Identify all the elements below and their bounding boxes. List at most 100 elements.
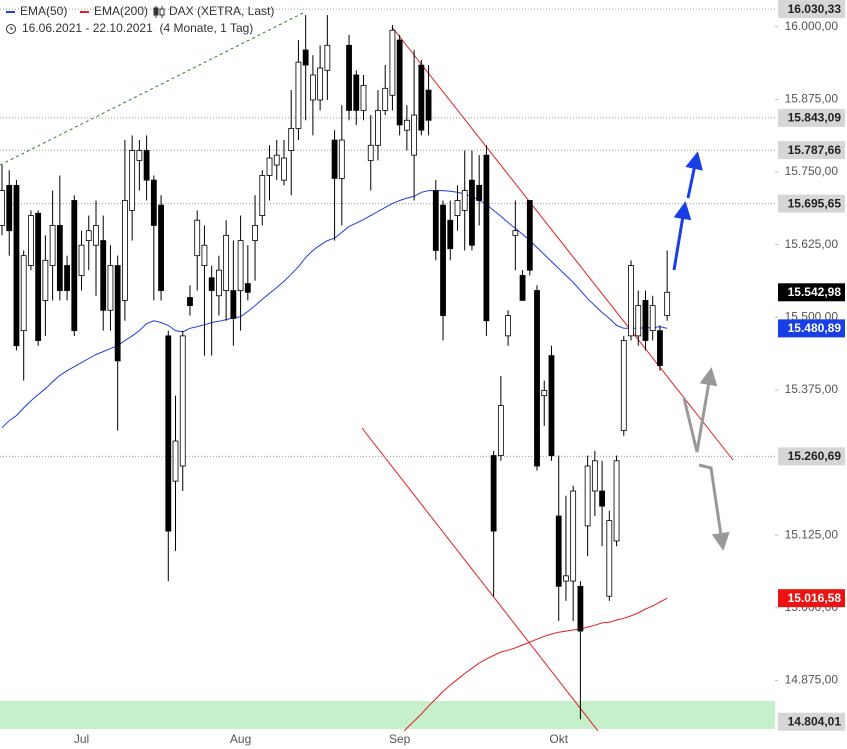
candle-body (35, 212, 42, 341)
trend-line (391, 26, 734, 461)
candle-body (295, 61, 302, 129)
candle-body (93, 225, 99, 246)
clock-hands (10, 26, 13, 30)
candle-body (309, 74, 316, 101)
candle-body (64, 265, 70, 291)
candle-body (49, 225, 56, 266)
candle-body (288, 128, 295, 151)
x-tick-label: Okt (549, 732, 568, 746)
legend-label: EMA(50) (20, 4, 67, 18)
candle-body (476, 184, 483, 201)
candle-body (606, 520, 613, 597)
candle-body (129, 150, 136, 211)
candle-body (469, 179, 475, 246)
candle-body (244, 283, 251, 293)
arrows (672, 151, 730, 551)
candle-body (324, 44, 331, 71)
candle-body (56, 225, 63, 291)
y-tick-label: 14.875,00 (785, 673, 839, 687)
candle-body (360, 85, 367, 111)
candle-body (208, 277, 215, 291)
level-box (778, 712, 845, 731)
candle-body (6, 184, 13, 232)
candle-body (454, 200, 461, 216)
trend-line (0, 11, 306, 166)
candle-body (584, 465, 591, 527)
candle-body (461, 190, 468, 211)
candle-body (396, 39, 403, 126)
candle-body (425, 89, 432, 121)
candle-body (237, 240, 244, 291)
candle-body (555, 515, 562, 587)
candle-body (382, 87, 389, 111)
candle-body (179, 335, 186, 467)
level-label: 15.787,66 (788, 143, 842, 157)
candle-body (20, 255, 27, 332)
y-tick-label: 15.125,00 (785, 527, 839, 541)
candle-body (331, 139, 338, 179)
candle-body (273, 154, 280, 166)
candle-body (42, 259, 49, 301)
candle-body (165, 335, 172, 532)
candle-body (150, 179, 157, 226)
level-label: 15.843,09 (788, 111, 842, 125)
candle-body (548, 355, 555, 456)
candle-body (635, 305, 642, 337)
candle-body (418, 64, 425, 131)
candle-body (100, 240, 107, 311)
candle-body (664, 291, 671, 316)
level-box (778, 194, 845, 213)
candle-body (122, 200, 128, 301)
y-tick-label: 15.375,00 (785, 382, 839, 396)
candle-body (107, 265, 114, 311)
chart-title: DAX (XETRA, Last) (169, 4, 274, 18)
legend: EMA(50) EMA(200) DAX (XETRA, Last) 16.06… (6, 4, 274, 35)
arrow (685, 151, 703, 199)
candle-body (302, 49, 309, 66)
x-tick-label: Aug (230, 732, 251, 746)
candle-body (657, 330, 663, 366)
support-zone (0, 701, 775, 729)
candle-body (353, 74, 360, 111)
clock-icon (6, 24, 16, 34)
candle-body (440, 204, 446, 316)
candle-body (78, 244, 85, 276)
candle-body (85, 230, 92, 241)
candle-body (187, 297, 193, 307)
candle-body (483, 154, 490, 322)
level-label: 14.804,01 (788, 714, 842, 728)
x-tick-label: Sep (389, 732, 411, 746)
drawings (0, 11, 734, 731)
level-label: 15.695,65 (788, 196, 842, 210)
candle-body (628, 265, 634, 337)
data-layer (0, 8, 777, 731)
candle-body (201, 244, 208, 266)
candle-body (541, 390, 548, 397)
level-box (778, 447, 845, 466)
level-box (778, 319, 845, 338)
level-label: 16.030,33 (788, 2, 842, 16)
candle-body (649, 305, 656, 332)
candle-body (613, 460, 620, 542)
candle-body (490, 455, 497, 532)
candle-body (346, 44, 352, 111)
arrow (682, 367, 718, 453)
candle-body (281, 157, 287, 181)
candle-icon (153, 6, 165, 18)
candle-body (534, 290, 540, 467)
candle-body (194, 219, 201, 257)
candle-body (570, 490, 577, 582)
candle-body (13, 184, 20, 347)
candle-body (28, 215, 34, 266)
candle-body (591, 460, 598, 492)
candle-body (172, 440, 179, 482)
candle-body (563, 575, 569, 582)
candle-body (367, 144, 374, 161)
y-tick-label: 16.000,00 (785, 19, 839, 33)
x-tick-label: Jul (74, 732, 89, 746)
candle-body (71, 200, 78, 332)
level-label: 15.480,89 (788, 321, 842, 335)
candle-body (512, 230, 519, 236)
candle-body (519, 275, 526, 301)
